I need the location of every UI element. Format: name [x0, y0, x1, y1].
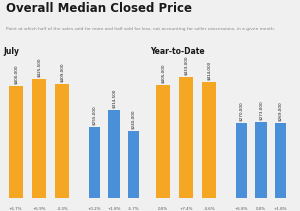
Text: $425,500: $425,500	[37, 58, 41, 77]
Text: $405,000: $405,000	[161, 64, 165, 83]
Text: -3.3%: -3.3%	[56, 207, 68, 211]
Bar	[156, 85, 170, 198]
Text: $400,000: $400,000	[14, 65, 18, 84]
Text: 0.0%: 0.0%	[256, 207, 266, 211]
Bar	[274, 123, 286, 198]
Bar	[128, 131, 139, 198]
Bar	[9, 86, 23, 198]
Text: -4.6%: -4.6%	[203, 207, 215, 211]
Text: $273,000: $273,000	[259, 100, 263, 120]
Text: $255,000: $255,000	[93, 105, 97, 125]
Text: 0.0%: 0.0%	[158, 207, 168, 211]
Text: $240,000: $240,000	[131, 110, 135, 129]
Text: +5.9%: +5.9%	[32, 207, 46, 211]
Bar	[179, 77, 193, 198]
Bar	[255, 122, 267, 198]
Text: $433,000: $433,000	[184, 55, 188, 75]
Text: Point at which half of the sales sold for more and half sold for less, not accou: Point at which half of the sales sold fo…	[6, 27, 275, 31]
Text: July: July	[3, 47, 19, 56]
Text: +5.8%: +5.8%	[235, 207, 248, 211]
Text: +1.8%: +1.8%	[274, 207, 287, 211]
Text: $269,000: $269,000	[278, 101, 282, 121]
Text: Year-to-Date: Year-to-Date	[150, 47, 205, 56]
Text: +7.4%: +7.4%	[179, 207, 193, 211]
Bar	[236, 123, 248, 198]
Text: $270,000: $270,000	[240, 101, 244, 121]
Text: +1.8%: +1.8%	[107, 207, 121, 211]
Text: $409,000: $409,000	[60, 62, 64, 82]
Text: -5.7%: -5.7%	[128, 207, 139, 211]
Bar	[89, 127, 100, 198]
Text: $314,500: $314,500	[112, 89, 116, 108]
Bar	[32, 79, 46, 198]
Text: Overall Median Closed Price: Overall Median Closed Price	[6, 2, 192, 15]
Text: $414,000: $414,000	[207, 61, 211, 80]
Bar	[55, 84, 69, 198]
Bar	[108, 110, 120, 198]
Text: +0.2%: +0.2%	[88, 207, 101, 211]
Bar	[202, 83, 216, 198]
Text: +6.7%: +6.7%	[9, 207, 22, 211]
